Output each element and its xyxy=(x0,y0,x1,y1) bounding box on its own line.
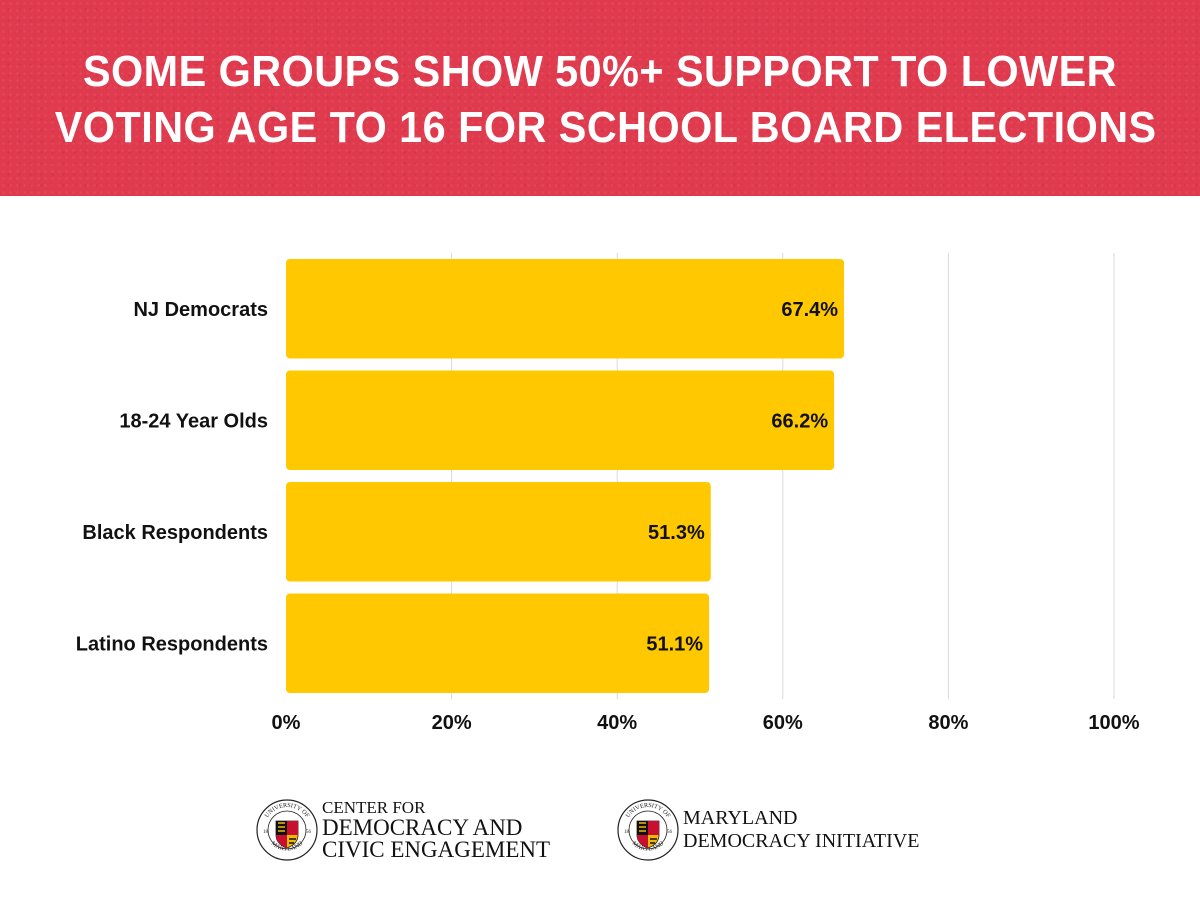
logo-center-for-democracy: UNIVERSITY OF MARYLAND 18 56 Center for … xyxy=(256,790,550,870)
title-banner: SOME GROUPS SHOW 50%+ SUPPORT TO LOWER V… xyxy=(0,0,1200,196)
bar-3 xyxy=(286,593,710,693)
x-tick-label-3: 60% xyxy=(763,712,803,734)
data-label-0: 67.4% xyxy=(781,299,838,321)
data-label-1: 66.2% xyxy=(771,410,828,432)
chart-title-line-2: VOTING AGE TO 16 FOR SCHOOL BOARD ELECTI… xyxy=(54,103,1157,152)
x-tick-label-5: 100% xyxy=(1088,712,1139,734)
category-label-2: Black Respondents xyxy=(82,522,268,544)
bar-2 xyxy=(286,482,711,582)
svg-text:18: 18 xyxy=(263,830,269,835)
bar-chart: 67.4% NJ Democrats 66.2% 18-24 Year Olds 51.… xyxy=(76,253,1140,734)
university-seal-icon: UNIVERSITY OF MARYLAND 18 56 xyxy=(617,799,679,861)
x-tick-label-2: 40% xyxy=(597,712,637,734)
chart-title-line-1: SOME GROUPS SHOW 50%+ SUPPORT TO LOWER xyxy=(82,47,1117,96)
x-tick-label-0: 0% xyxy=(272,712,301,734)
svg-text:18: 18 xyxy=(624,830,630,835)
logo-left-line-3: Civic Engagement xyxy=(322,837,551,862)
x-tick-label-4: 80% xyxy=(928,712,968,734)
bar-0 xyxy=(286,259,845,359)
logo-right-line-2: Democracy Initiative xyxy=(683,830,920,852)
svg-text:56: 56 xyxy=(306,830,312,835)
bar-1 xyxy=(286,370,835,470)
category-label-3: Latino Respondents xyxy=(76,633,268,655)
logo-right-line-1: Maryland xyxy=(683,807,798,829)
logo-maryland-democracy-initiative: UNIVERSITY OF MARYLAND 18 56 Maryland De… xyxy=(617,790,919,870)
x-tick-label-1: 20% xyxy=(432,712,472,734)
logo-left-line-1: Center for xyxy=(322,798,426,817)
category-label-1: 18-24 Year Olds xyxy=(119,410,268,432)
data-label-2: 51.3% xyxy=(648,522,705,544)
footer-logos: UNIVERSITY OF MARYLAND 18 56 Center for … xyxy=(0,790,1200,870)
svg-text:56: 56 xyxy=(667,830,673,835)
chart-title: SOME GROUPS SHOW 50%+ SUPPORT TO LOWER V… xyxy=(54,44,1157,156)
university-seal-icon: UNIVERSITY OF MARYLAND 18 56 xyxy=(256,799,318,861)
category-label-0: NJ Democrats xyxy=(133,299,268,321)
data-label-3: 51.1% xyxy=(646,633,703,655)
logo-left-line-2: Democracy and xyxy=(322,815,523,840)
